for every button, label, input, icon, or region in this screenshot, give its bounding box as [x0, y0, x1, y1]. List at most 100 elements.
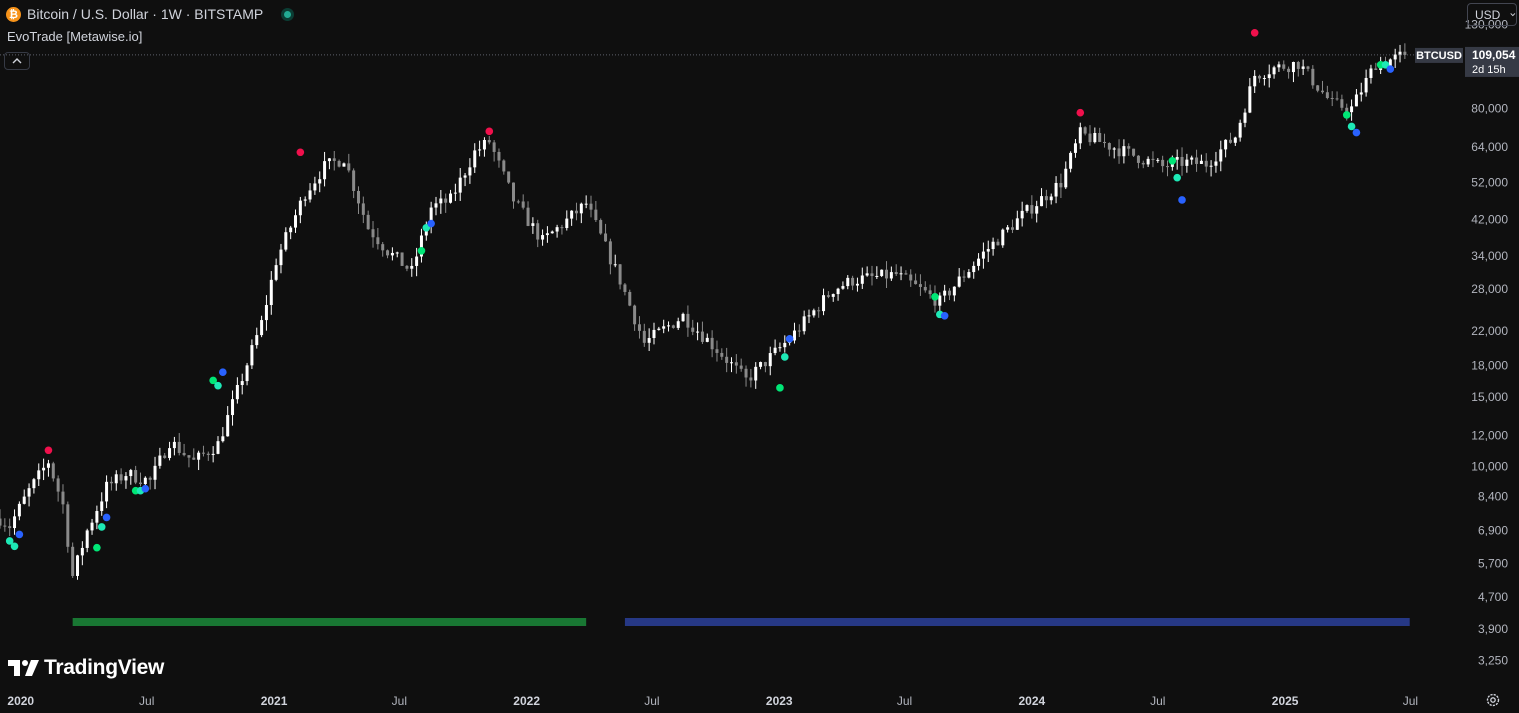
candle	[289, 225, 293, 240]
candle	[323, 151, 327, 187]
candle	[1214, 151, 1218, 173]
candle	[1374, 62, 1378, 70]
signal-dot-blue	[785, 335, 794, 343]
candle	[1267, 64, 1271, 88]
candle	[734, 354, 738, 374]
candle	[153, 456, 157, 490]
gear-icon[interactable]	[1485, 692, 1501, 708]
candle	[1175, 149, 1179, 170]
candle	[129, 468, 133, 485]
candle	[1190, 155, 1194, 165]
candle	[1088, 125, 1092, 146]
candle	[192, 448, 196, 460]
price-tick-label: 12,000	[1471, 428, 1508, 442]
candle	[1001, 228, 1005, 248]
signal-dot-green	[93, 543, 101, 552]
candle	[647, 328, 651, 351]
candle	[545, 226, 549, 243]
candle	[17, 501, 21, 521]
candle	[565, 210, 569, 231]
candle	[1035, 200, 1039, 223]
candle	[797, 324, 801, 338]
candle	[1233, 136, 1237, 146]
candle	[763, 361, 767, 373]
candle	[109, 476, 113, 491]
candle	[1388, 58, 1392, 66]
time-tick-label: Jul	[1150, 694, 1165, 708]
candle	[584, 195, 588, 209]
candle	[405, 264, 409, 272]
candle	[56, 475, 60, 502]
candle	[1277, 61, 1281, 72]
time-tick-label: Jul	[644, 694, 659, 708]
candle	[1335, 91, 1339, 101]
candle	[172, 436, 176, 456]
candle	[526, 201, 530, 227]
candle	[274, 258, 278, 282]
candle	[90, 518, 94, 535]
candle	[1253, 70, 1257, 94]
candle	[1238, 119, 1242, 142]
candle	[720, 348, 724, 360]
candle	[541, 229, 545, 246]
candle	[754, 362, 758, 389]
candle	[744, 365, 748, 387]
candle	[1185, 153, 1189, 173]
candle	[1112, 147, 1116, 159]
signal-dot-blue	[15, 530, 24, 539]
candle	[1015, 210, 1019, 230]
candle	[356, 186, 360, 215]
candle	[361, 196, 365, 224]
candle	[928, 284, 932, 299]
candle	[667, 321, 671, 332]
candle	[1156, 158, 1160, 163]
indicator-label[interactable]: EvoTrade [Metawise.io]	[7, 29, 143, 44]
signal-dot-green	[776, 384, 784, 392]
candle	[759, 361, 763, 370]
candle	[972, 261, 976, 279]
candle	[846, 275, 850, 290]
candle	[700, 321, 704, 345]
candle	[235, 377, 239, 404]
signal-dot-cyan	[1347, 122, 1356, 131]
candle	[371, 221, 375, 248]
candle	[298, 196, 302, 224]
symbol-title[interactable]: Bitcoin / U.S. Dollar · 1W · BITSTAMP	[27, 6, 264, 22]
candle	[918, 274, 922, 296]
time-tick-label: 2024	[1018, 694, 1045, 708]
candle	[177, 433, 181, 456]
time-tick-label: Jul	[392, 694, 407, 708]
candle	[308, 183, 312, 203]
candle	[105, 475, 109, 509]
candle	[95, 505, 99, 530]
candle	[579, 202, 583, 224]
signal-dot-cyan	[97, 523, 106, 531]
currency-select[interactable]: USD	[1467, 3, 1517, 26]
tradingview-logo[interactable]: TradingView	[8, 656, 164, 680]
chevron-down-icon	[1510, 13, 1516, 17]
candle	[1398, 44, 1402, 63]
candle	[914, 273, 918, 285]
candle	[1204, 153, 1208, 173]
candle	[1228, 132, 1232, 144]
candle	[313, 176, 317, 195]
candle	[1127, 143, 1131, 156]
candle	[240, 373, 244, 395]
candle	[1107, 142, 1111, 157]
market-status-icon[interactable]	[281, 7, 295, 21]
candle	[1301, 59, 1305, 76]
signal-dot-green	[1168, 157, 1177, 165]
candle	[0, 509, 2, 529]
candle	[1054, 176, 1058, 204]
candle	[894, 264, 898, 276]
time-tick-label: 2025	[1272, 694, 1299, 708]
indicator-bands	[72, 618, 1410, 626]
signal-dot-cyan	[780, 353, 789, 361]
candle	[400, 252, 404, 266]
collapse-indicators-button[interactable]	[4, 52, 30, 70]
candle	[633, 304, 637, 331]
candle	[599, 218, 603, 235]
candle	[492, 140, 496, 162]
signal-dot-red	[296, 148, 305, 157]
